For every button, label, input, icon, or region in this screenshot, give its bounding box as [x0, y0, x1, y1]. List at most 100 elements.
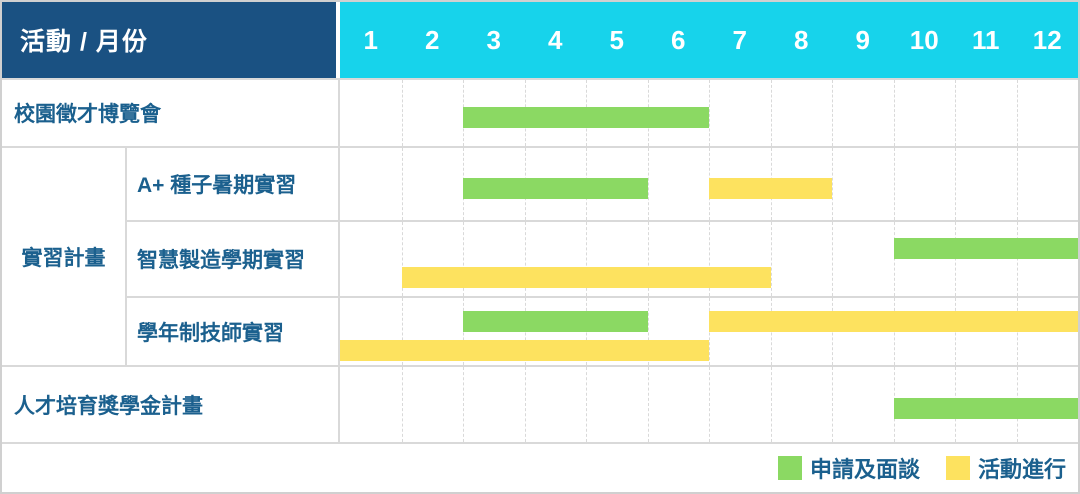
activity-row: 校園徵才博覽會 — [2, 80, 1078, 146]
month-gridline — [463, 367, 464, 442]
column-divider — [338, 222, 340, 296]
header-divider — [336, 2, 340, 78]
chart-row-cell — [340, 80, 1078, 146]
month-gridline — [955, 222, 956, 296]
month-gridline — [647, 367, 649, 442]
month-header-cell: 8 — [794, 24, 809, 55]
legend-item: 申請及面談 — [777, 452, 920, 484]
month-gridline — [647, 222, 649, 296]
month-header-cell: 7 — [732, 24, 747, 55]
month-gridline — [709, 367, 710, 442]
activity-label: 學年制技師實習 — [137, 321, 284, 345]
activity-label: 人才培育獎學金計畫 — [14, 394, 203, 418]
activity-group: 實習計畫 A+ 種子暑期實習 智慧製造學期實習 學年制技師實習 — [2, 148, 1078, 365]
month-gridline — [586, 222, 587, 296]
gantt-bar-yellow — [709, 177, 832, 199]
activity-label: 校園徵才博覽會 — [14, 103, 161, 126]
month-gridline — [524, 298, 526, 365]
column-divider — [338, 80, 340, 146]
month-gridline — [832, 222, 833, 296]
month-header-cell: 9 — [855, 24, 870, 55]
row-divider — [127, 296, 1078, 298]
gantt-bar-green — [463, 106, 709, 128]
column-divider — [338, 148, 340, 220]
month-gridline — [893, 222, 895, 296]
month-gridline — [647, 148, 649, 220]
month-gridline — [1016, 148, 1018, 220]
gantt-bar-line — [340, 310, 1078, 332]
legend-swatch-yellow — [945, 456, 970, 480]
gantt-bar-green — [893, 238, 1078, 259]
gantt-bar-green — [463, 310, 648, 332]
gantt-bar-line — [340, 339, 1078, 361]
month-gridline — [893, 80, 895, 146]
row-divider — [2, 365, 1078, 367]
column-divider — [338, 298, 340, 365]
group-rows: A+ 種子暑期實習智慧製造學期實習學年制技師實習 — [127, 148, 1078, 365]
gantt-bar-green — [893, 398, 1078, 419]
activity-row: 人才培育獎學金計畫 — [2, 367, 1078, 442]
month-gridline — [1016, 222, 1018, 296]
month-header-cell: 2 — [425, 24, 440, 55]
month-gridline — [647, 298, 649, 365]
activity-row: 學年制技師實習 — [127, 298, 1078, 365]
month-header-cell: 5 — [609, 24, 624, 55]
month-gridline — [893, 148, 895, 220]
month-gridline — [893, 298, 895, 365]
gantt-bar-line — [340, 106, 1078, 128]
month-gridline — [401, 222, 403, 296]
month-gridline — [770, 80, 772, 146]
row-divider — [2, 146, 1078, 148]
activity-label: A+ 種子暑期實習 — [137, 174, 297, 197]
gantt-bar-line — [340, 238, 1078, 259]
month-gridline — [586, 298, 587, 365]
month-gridline — [524, 367, 526, 442]
month-header-cell: 10 — [909, 24, 939, 55]
activity-row: 智慧製造學期實習 — [127, 222, 1078, 296]
chart-row-cell — [340, 222, 1078, 296]
chart-row-cell — [340, 148, 1078, 220]
table-header: 活動 / 月份 1 2 3 4 5 6 7 8 9 10 11 12 — [2, 2, 1078, 78]
gantt-bar-yellow — [340, 339, 709, 361]
month-gridline — [770, 222, 772, 296]
month-header-row: 1 2 3 4 5 6 7 8 9 10 11 12 — [340, 2, 1078, 78]
column-divider — [338, 367, 340, 442]
month-gridline — [832, 148, 833, 220]
row-divider — [127, 220, 1078, 222]
month-gridline — [524, 222, 526, 296]
month-gridline — [709, 80, 710, 146]
month-header-cell: 1 — [363, 24, 378, 55]
row-divider — [2, 442, 1078, 444]
column-divider — [125, 148, 127, 365]
month-gridline — [401, 298, 403, 365]
month-gridline — [955, 80, 956, 146]
legend-label: 活動進行 — [977, 457, 1066, 482]
gantt-bar-line — [340, 398, 1078, 419]
month-gridline — [832, 367, 833, 442]
month-gridline — [1016, 80, 1018, 146]
legend-item: 活動進行 — [945, 452, 1066, 484]
gantt-bar-yellow — [401, 267, 771, 288]
month-gridline — [463, 222, 464, 296]
month-header-cell: 11 — [972, 24, 1000, 55]
month-header-cell: 3 — [486, 24, 501, 55]
month-header-cell: 12 — [1032, 24, 1062, 55]
month-gridline — [401, 367, 403, 442]
month-gridline — [770, 298, 772, 365]
month-gridline — [463, 298, 464, 365]
activity-row: A+ 種子暑期實習 — [127, 148, 1078, 220]
month-header-cell: 4 — [548, 24, 563, 55]
chart-row-cell — [340, 367, 1078, 442]
table-body: 校園徵才博覽會 實習計畫 A+ 種子暑期實習 智慧製造學期實習 學年制技師實習 人才培育獎… — [2, 80, 1078, 492]
month-gridline — [955, 148, 956, 220]
gantt-bar-line — [340, 177, 1078, 199]
month-gridline — [401, 80, 403, 146]
legend-swatch-green — [777, 456, 802, 480]
page-title: 活動 / 月份 — [20, 28, 148, 56]
month-gridline — [770, 367, 772, 442]
month-gridline — [832, 80, 833, 146]
month-header-cell: 6 — [671, 24, 686, 55]
gantt-bar-line — [340, 267, 1078, 288]
month-gridline — [709, 298, 710, 365]
